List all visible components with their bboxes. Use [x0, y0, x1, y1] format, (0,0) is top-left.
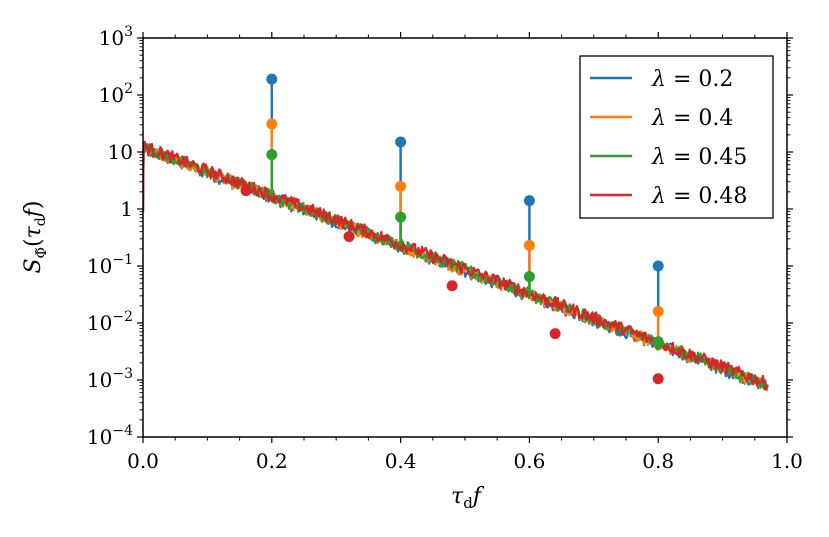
peak-marker	[652, 260, 664, 272]
peak-marker	[652, 305, 664, 317]
legend-label: λ = 0.45	[651, 145, 747, 170]
peak-marker	[395, 136, 407, 148]
y-tick-label: 10−2	[87, 309, 133, 335]
legend-label: λ = 0.48	[651, 184, 747, 209]
peak-marker	[266, 118, 278, 130]
y-tick-label: 103	[99, 24, 133, 50]
peak-marker	[266, 73, 278, 85]
y-tick-label: 10	[108, 140, 133, 164]
x-tick-label: 0.8	[642, 449, 674, 473]
y-tick-label: 102	[99, 81, 133, 107]
peak-marker	[446, 280, 458, 292]
peak-marker	[266, 149, 278, 161]
x-axis-label: τdf	[451, 484, 485, 512]
legend-box	[579, 55, 774, 219]
x-tick-label: 1.0	[771, 449, 803, 473]
legend-label: λ = 0.2	[651, 67, 733, 92]
y-tick-label: 10−3	[87, 366, 133, 392]
peak-marker	[652, 336, 664, 348]
legend-label: λ = 0.4	[651, 106, 733, 131]
peak-marker	[549, 328, 561, 340]
x-tick-label: 0.2	[256, 449, 288, 473]
peak-marker	[240, 185, 252, 197]
peak-marker	[652, 373, 664, 385]
peak-marker	[343, 230, 355, 242]
legend: λ = 0.2 λ = 0.4 λ = 0.45 λ = 0.48	[579, 55, 774, 219]
x-tick-label: 0.0	[127, 449, 159, 473]
peak-marker	[523, 239, 535, 251]
y-axis-label: SΦ̃(τdf)	[21, 200, 50, 273]
axis-ticks: 0.0 0.2 0.4 0.6 0.8 1.0 10−4 10−3 10−2 10−1 1 10 102…	[87, 24, 803, 473]
peak-marker	[395, 180, 407, 192]
x-tick-label: 0.6	[513, 449, 545, 473]
x-tick-label: 0.4	[385, 449, 417, 473]
plot-area	[143, 73, 769, 392]
peak-marker	[523, 271, 535, 283]
peak-marker	[523, 195, 535, 207]
y-tick-label: 10−4	[87, 423, 133, 449]
y-tick-label: 10−1	[87, 252, 133, 278]
peak-marker	[395, 211, 407, 223]
y-tick-label: 1	[120, 197, 133, 221]
